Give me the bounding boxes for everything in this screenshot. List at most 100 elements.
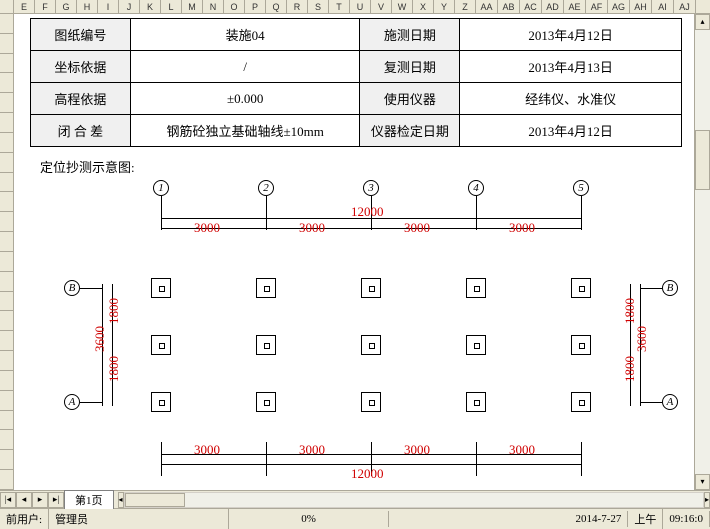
col-W[interactable]: W — [392, 0, 413, 13]
worksheet-content[interactable]: 图纸编号 装施04 施测日期 2013年4月12日 坐标依据 / 复测日期 20… — [14, 14, 694, 490]
status-bar: 前用户: 管理员 0% 2014-7-27 上午 09:16:0 — [0, 508, 710, 528]
col-E[interactable]: E — [14, 0, 35, 13]
axis-1: 1 — [153, 180, 169, 196]
scroll-up-icon[interactable]: ▴ — [695, 14, 710, 30]
col-S[interactable]: S — [308, 0, 329, 13]
dim-span-b4: 3000 — [509, 442, 535, 458]
col-AH[interactable]: AH — [630, 0, 652, 13]
dim-span-b2: 3000 — [299, 442, 325, 458]
col-H[interactable]: H — [77, 0, 98, 13]
col-U[interactable]: U — [350, 0, 371, 13]
axis-A-left: A — [64, 394, 80, 410]
sheet-tab-1[interactable]: 第1页 — [64, 490, 114, 509]
tab-prev-icon[interactable]: ◂ — [16, 492, 32, 508]
tab-last-icon[interactable]: ▸| — [48, 492, 64, 508]
tab-first-icon[interactable]: |◂ — [0, 492, 16, 508]
col-P[interactable]: P — [245, 0, 266, 13]
col-L[interactable]: L — [161, 0, 182, 13]
dim-span-3: 3000 — [404, 220, 430, 236]
col-I[interactable]: I — [98, 0, 119, 13]
col-T[interactable]: T — [329, 0, 350, 13]
dim-total-bottom: 12000 — [351, 466, 384, 482]
status-ampm: 上午 — [628, 509, 663, 529]
scroll-down-icon[interactable]: ▾ — [695, 474, 710, 490]
column-box — [466, 278, 486, 298]
col-V[interactable]: V — [371, 0, 392, 13]
col-Q[interactable]: Q — [266, 0, 287, 13]
column-box — [466, 392, 486, 412]
dim-span-v2: 1800 — [106, 356, 122, 382]
axis-B-left: B — [64, 280, 80, 296]
dim-span-v1: 1800 — [106, 298, 122, 324]
status-user: 管理员 — [49, 509, 229, 529]
cell-r1c3: 施测日期 — [360, 19, 460, 51]
vertical-scrollbar[interactable]: ▴ ▾ — [694, 14, 710, 490]
column-box — [361, 335, 381, 355]
horizontal-scrollbar[interactable]: ◂ ▸ — [118, 492, 710, 508]
column-box — [361, 392, 381, 412]
col-AI[interactable]: AI — [652, 0, 674, 13]
cell-r3c4: 经纬仪、水准仪 — [460, 83, 682, 115]
dim-span-v3: 1800 — [622, 298, 638, 324]
col-X[interactable]: X — [413, 0, 434, 13]
dim-span-1: 3000 — [194, 220, 220, 236]
col-K[interactable]: K — [140, 0, 161, 13]
cell-r2c2: / — [130, 51, 360, 83]
dim-total-top: 12000 — [351, 204, 384, 220]
dim-span-4: 3000 — [509, 220, 535, 236]
col-AA[interactable]: AA — [476, 0, 498, 13]
axis-2: 2 — [258, 180, 274, 196]
positioning-diagram: 1 2 3 4 5 12000 3000 3000 3000 3000 B A — [26, 180, 686, 490]
cell-r1c2: 装施04 — [130, 19, 360, 51]
col-N[interactable]: N — [203, 0, 224, 13]
cell-r1c1: 图纸编号 — [31, 19, 131, 51]
dim-total-right: 3600 — [634, 326, 650, 352]
cell-r4c3: 仪器检定日期 — [360, 115, 460, 147]
col-M[interactable]: M — [182, 0, 203, 13]
column-box — [151, 278, 171, 298]
col-R[interactable]: R — [287, 0, 308, 13]
column-box — [571, 392, 591, 412]
col-O[interactable]: O — [224, 0, 245, 13]
col-AG[interactable]: AG — [608, 0, 630, 13]
info-table: 图纸编号 装施04 施测日期 2013年4月12日 坐标依据 / 复测日期 20… — [30, 18, 682, 147]
cell-r2c3: 复测日期 — [360, 51, 460, 83]
cell-r4c2: 钢筋砼独立基础轴线±10mm — [130, 115, 360, 147]
col-Z[interactable]: Z — [455, 0, 476, 13]
column-headers: E F G H I J K L M N O P Q R S T U V W X … — [0, 0, 710, 14]
cell-r4c1: 闭 合 差 — [31, 115, 131, 147]
cell-r3c1: 高程依据 — [31, 83, 131, 115]
cell-r1c4: 2013年4月12日 — [460, 19, 682, 51]
column-box — [361, 278, 381, 298]
col-AC[interactable]: AC — [520, 0, 542, 13]
axis-5: 5 — [573, 180, 589, 196]
col-AE[interactable]: AE — [564, 0, 586, 13]
cell-r3c2: ±0.000 — [130, 83, 360, 115]
dim-span-v4: 1800 — [622, 356, 638, 382]
col-AD[interactable]: AD — [542, 0, 564, 13]
dim-span-b3: 3000 — [404, 442, 430, 458]
status-percent: 0% — [229, 511, 389, 527]
column-box — [256, 278, 276, 298]
diagram-title: 定位抄测示意图: — [40, 157, 694, 176]
column-box — [571, 278, 591, 298]
column-box — [571, 335, 591, 355]
col-G[interactable]: G — [56, 0, 77, 13]
tab-next-icon[interactable]: ▸ — [32, 492, 48, 508]
sheet-tabs-bar: |◂ ◂ ▸ ▸| 第1页 ◂ ▸ — [0, 490, 710, 508]
col-F[interactable]: F — [35, 0, 56, 13]
column-box — [466, 335, 486, 355]
col-Y[interactable]: Y — [434, 0, 455, 13]
col-AJ[interactable]: AJ — [674, 0, 696, 13]
dim-span-2: 3000 — [299, 220, 325, 236]
col-J[interactable]: J — [119, 0, 140, 13]
col-AB[interactable]: AB — [498, 0, 520, 13]
axis-B-right: B — [662, 280, 678, 296]
cell-r2c1: 坐标依据 — [31, 51, 131, 83]
column-box — [151, 392, 171, 412]
scroll-right-icon[interactable]: ▸ — [704, 492, 710, 508]
col-AF[interactable]: AF — [586, 0, 608, 13]
dim-total-left: 3600 — [92, 326, 108, 352]
column-box — [151, 335, 171, 355]
dim-span-b1: 3000 — [194, 442, 220, 458]
